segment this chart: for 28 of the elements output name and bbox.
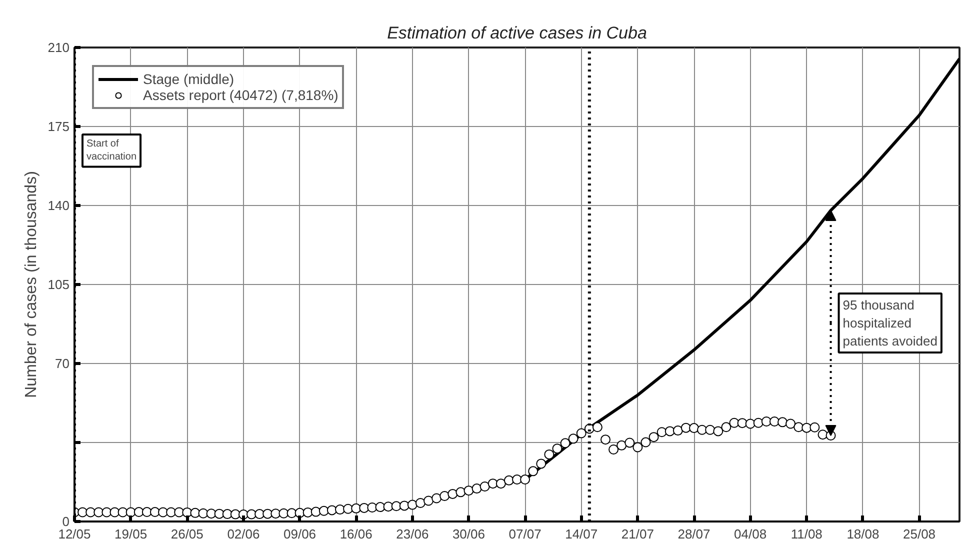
x-tick-label: 16/06 [340,526,372,542]
legend-label: Assets report (40472) (7,818%) [143,87,338,103]
x-tick-label: 26/05 [170,526,204,542]
y-tick-label: 70 [55,356,70,371]
y-tick-label: 105 [48,277,70,292]
ref-line-label: Start of vaccination [86,138,137,163]
x-tick-label: 21/07 [621,526,654,542]
x-tick-label: 14/07 [565,526,598,542]
x-tick-label: 18/08 [846,526,880,542]
x-tick-label: 25/08 [903,526,936,542]
y-tick-label: 140 [48,198,70,213]
x-tick-label: 28/07 [678,526,710,542]
x-tick-label: 12/05 [58,526,91,542]
chart-title: Estimation of active cases in Cuba [387,24,647,42]
x-tick-label: 30/06 [452,526,486,542]
x-tick-label: 07/07 [508,526,542,542]
annotation: 95 thousand hospitalized patients avoided [842,297,938,348]
y-tick-label: 0 [62,514,70,529]
y-tick-label: 210 [48,40,70,55]
x-tick-label: 19/05 [114,526,148,542]
x-tick-label: 02/06 [227,526,260,542]
x-tick-label: 04/08 [734,526,767,542]
y-tick-label: 175 [48,119,70,134]
x-tick-label: 11/08 [790,526,822,542]
y-axis-title: Number of cases (in thousands) [22,171,40,398]
x-tick-label: 23/06 [396,526,429,542]
legend-label: Stage (middle) [143,71,234,87]
x-tick-label: 09/06 [284,526,316,542]
